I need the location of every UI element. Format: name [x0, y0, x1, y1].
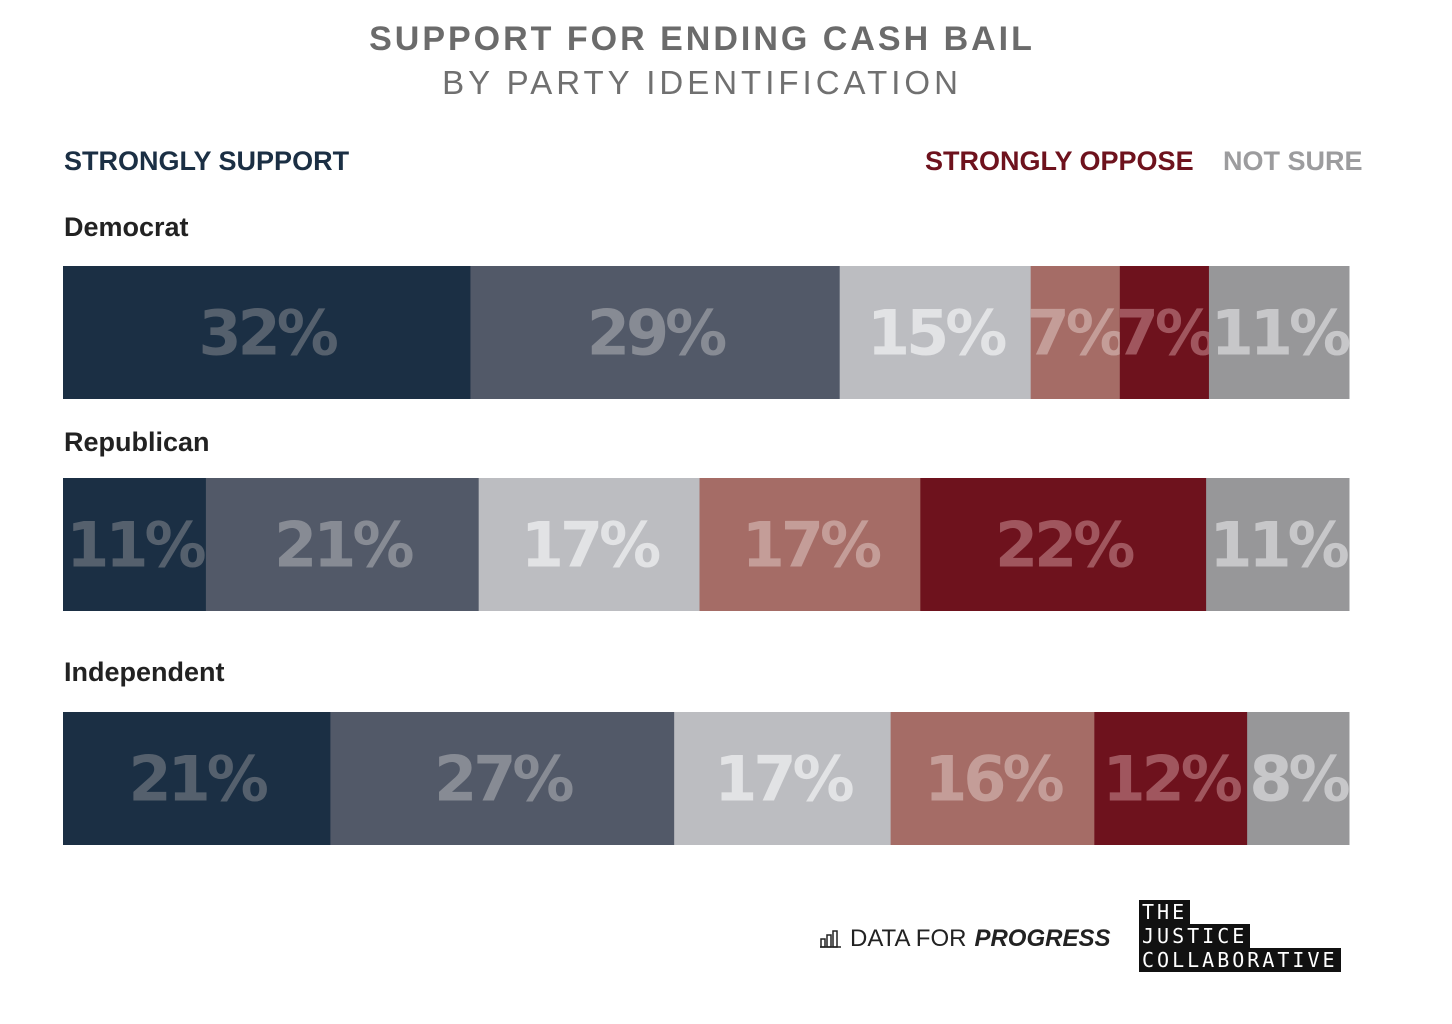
bar-segment-democrat-3	[1030, 266, 1121, 399]
bar-label-independent-5: 8%	[1249, 743, 1349, 816]
bar-label-independent-3: 16%	[924, 743, 1063, 816]
bar-label-independent-0: 21%	[128, 743, 267, 816]
bar-segment-independent-5	[1247, 712, 1350, 845]
bar-label-democrat-4: 7%	[1116, 297, 1216, 370]
bar-segment-independent-3	[890, 712, 1095, 845]
bar-segment-independent-0	[63, 712, 331, 845]
bar-segment-independent-1	[330, 712, 675, 845]
bar-label-democrat-2: 15%	[867, 297, 1006, 370]
bar-segment-republican-1	[205, 478, 480, 611]
bar-label-democrat-3: 7%	[1027, 297, 1127, 370]
bar-label-republican-0: 11%	[66, 509, 205, 582]
bar-segment-democrat-4	[1119, 266, 1210, 399]
bar-label-republican-3: 17%	[742, 509, 881, 582]
bar-label-democrat-0: 32%	[199, 297, 338, 370]
jc-line-2: JUSTICE	[1139, 924, 1251, 948]
group-label-democrat: Democrat	[64, 212, 189, 242]
bar-segment-republican-0	[63, 478, 207, 611]
chart-title: SUPPORT FOR ENDING CASH BAIL	[369, 20, 1035, 58]
chart-subtitle: BY PARTY IDENTIFICATION	[442, 64, 962, 101]
data-for-progress-logo: DATA FOR PROGRESS	[820, 925, 1110, 953]
bar-label-republican-5: 11%	[1209, 509, 1348, 582]
bar-label-republican-1: 21%	[274, 509, 413, 582]
bar-segment-democrat-0	[63, 266, 471, 399]
bar-label-independent-4: 12%	[1103, 743, 1242, 816]
bar-label-democrat-1: 29%	[587, 297, 726, 370]
bar-label-independent-2: 17%	[714, 743, 853, 816]
legend-strongly-support: STRONGLY SUPPORT	[64, 146, 350, 176]
dfp-prefix: DATA FOR	[850, 925, 967, 952]
dfp-bold: PROGRESS	[974, 925, 1111, 952]
legend-not-sure: NOT SURE	[1223, 146, 1363, 176]
bar-label-democrat-5: 11%	[1211, 297, 1350, 370]
group-label-independent: Independent	[64, 657, 225, 687]
jc-line-3: COLLABORATIVE	[1139, 948, 1341, 972]
bar-segment-democrat-1	[470, 266, 841, 399]
bar-segment-independent-2	[674, 712, 892, 845]
bar-label-republican-4: 22%	[995, 509, 1134, 582]
jc-line-1: THE	[1139, 900, 1191, 924]
bar-segment-republican-4	[920, 478, 1207, 611]
legend-strongly-oppose: STRONGLY OPPOSE	[925, 146, 1194, 176]
justice-collaborative-logo: THE JUSTICE COLLABORATIVE	[1139, 900, 1341, 972]
bar-segment-democrat-2	[839, 266, 1032, 399]
bar-chart-icon	[820, 930, 841, 948]
group-label-republican: Republican	[64, 427, 210, 457]
bar-label-independent-1: 27%	[434, 743, 573, 816]
bar-segment-republican-5	[1206, 478, 1350, 611]
bar-segment-independent-4	[1094, 712, 1248, 845]
bar-segment-republican-3	[699, 478, 921, 611]
bar-segment-democrat-5	[1208, 266, 1350, 399]
bar-segment-republican-2	[478, 478, 701, 611]
bar-label-republican-2: 17%	[521, 509, 660, 582]
